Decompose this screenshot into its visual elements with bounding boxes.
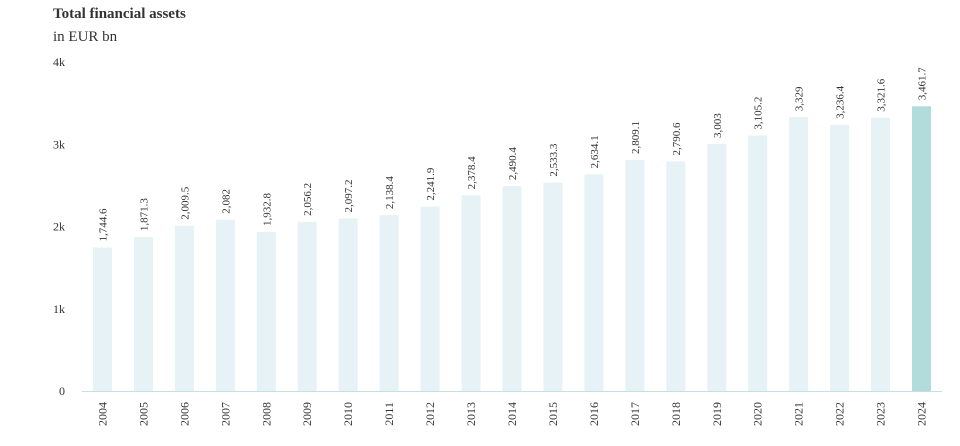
bar — [584, 174, 604, 391]
bar — [502, 186, 522, 391]
data-label: 1,871.3 — [138, 198, 150, 232]
data-label: 2,490.4 — [507, 147, 519, 181]
data-label: 2,533.3 — [548, 143, 560, 177]
x-tick-label: 2020 — [751, 402, 765, 426]
data-label: 3,105.2 — [753, 97, 765, 130]
bar — [256, 232, 276, 391]
chart-subtitle: in EUR bn — [53, 29, 118, 45]
bar — [748, 135, 768, 391]
chart-title: Total financial assets — [53, 6, 186, 22]
bar — [92, 247, 112, 391]
bar — [912, 106, 932, 391]
data-label: 3,236.4 — [835, 85, 847, 119]
data-label: 2,138.4 — [384, 176, 396, 210]
bar — [461, 195, 481, 391]
x-tick-label: 2008 — [259, 402, 273, 426]
x-tick-label: 2014 — [505, 402, 519, 426]
bar — [789, 117, 809, 391]
x-tick-label: 2017 — [628, 402, 642, 426]
bar — [871, 117, 891, 391]
x-tick-label: 2016 — [587, 402, 601, 426]
bar — [338, 218, 358, 391]
data-label: 3,461.7 — [917, 67, 929, 101]
data-label: 2,790.6 — [671, 122, 683, 156]
x-tick-label: 2004 — [95, 402, 109, 426]
bar — [379, 215, 399, 391]
bar — [174, 225, 194, 391]
x-tick-label: 2007 — [218, 402, 232, 426]
data-label: 3,003 — [712, 113, 724, 138]
data-label: 3,329 — [794, 86, 806, 111]
data-label: 2,009.5 — [179, 186, 191, 220]
x-tick-label: 2019 — [710, 402, 724, 426]
y-tick-label: 0 — [59, 384, 65, 398]
data-label: 1,932.8 — [261, 193, 273, 227]
data-label: 3,321.6 — [876, 78, 888, 112]
bar — [133, 237, 153, 391]
bar — [297, 221, 317, 391]
x-tick-label: 2024 — [915, 402, 929, 426]
data-label: 1,744.6 — [97, 208, 109, 242]
x-tick-label: 2023 — [874, 402, 888, 426]
x-tick-label: 2009 — [300, 402, 314, 426]
x-tick-label: 2006 — [177, 402, 191, 426]
bar — [625, 159, 645, 391]
bar — [543, 182, 563, 391]
y-tick-label: 4k — [53, 55, 65, 69]
bar — [420, 206, 440, 391]
data-label: 2,378.4 — [466, 156, 478, 190]
data-label: 2,056.2 — [302, 183, 314, 216]
bar — [215, 219, 235, 391]
y-tick-label: 3k — [53, 137, 65, 151]
bar — [830, 124, 850, 392]
data-label: 2,809.1 — [630, 121, 642, 154]
x-tick-label: 2011 — [382, 402, 396, 426]
data-label: 2,241.9 — [425, 167, 437, 201]
data-label: 2,634.1 — [589, 135, 601, 168]
x-tick-label: 2010 — [341, 402, 355, 426]
x-tick-label: 2005 — [136, 402, 150, 426]
x-tick-label: 2015 — [546, 402, 560, 426]
x-tick-label: 2013 — [464, 402, 478, 426]
x-tick-label: 2018 — [669, 402, 683, 426]
y-tick-label: 1k — [53, 302, 65, 316]
data-label: 2,097.2 — [343, 180, 355, 213]
x-tick-label: 2012 — [423, 402, 437, 426]
bar — [707, 144, 727, 391]
y-tick-label: 2k — [53, 220, 65, 234]
bar — [666, 161, 686, 391]
x-tick-label: 2022 — [833, 402, 847, 426]
x-tick-label: 2021 — [792, 402, 806, 426]
data-label: 2,082 — [220, 189, 232, 214]
